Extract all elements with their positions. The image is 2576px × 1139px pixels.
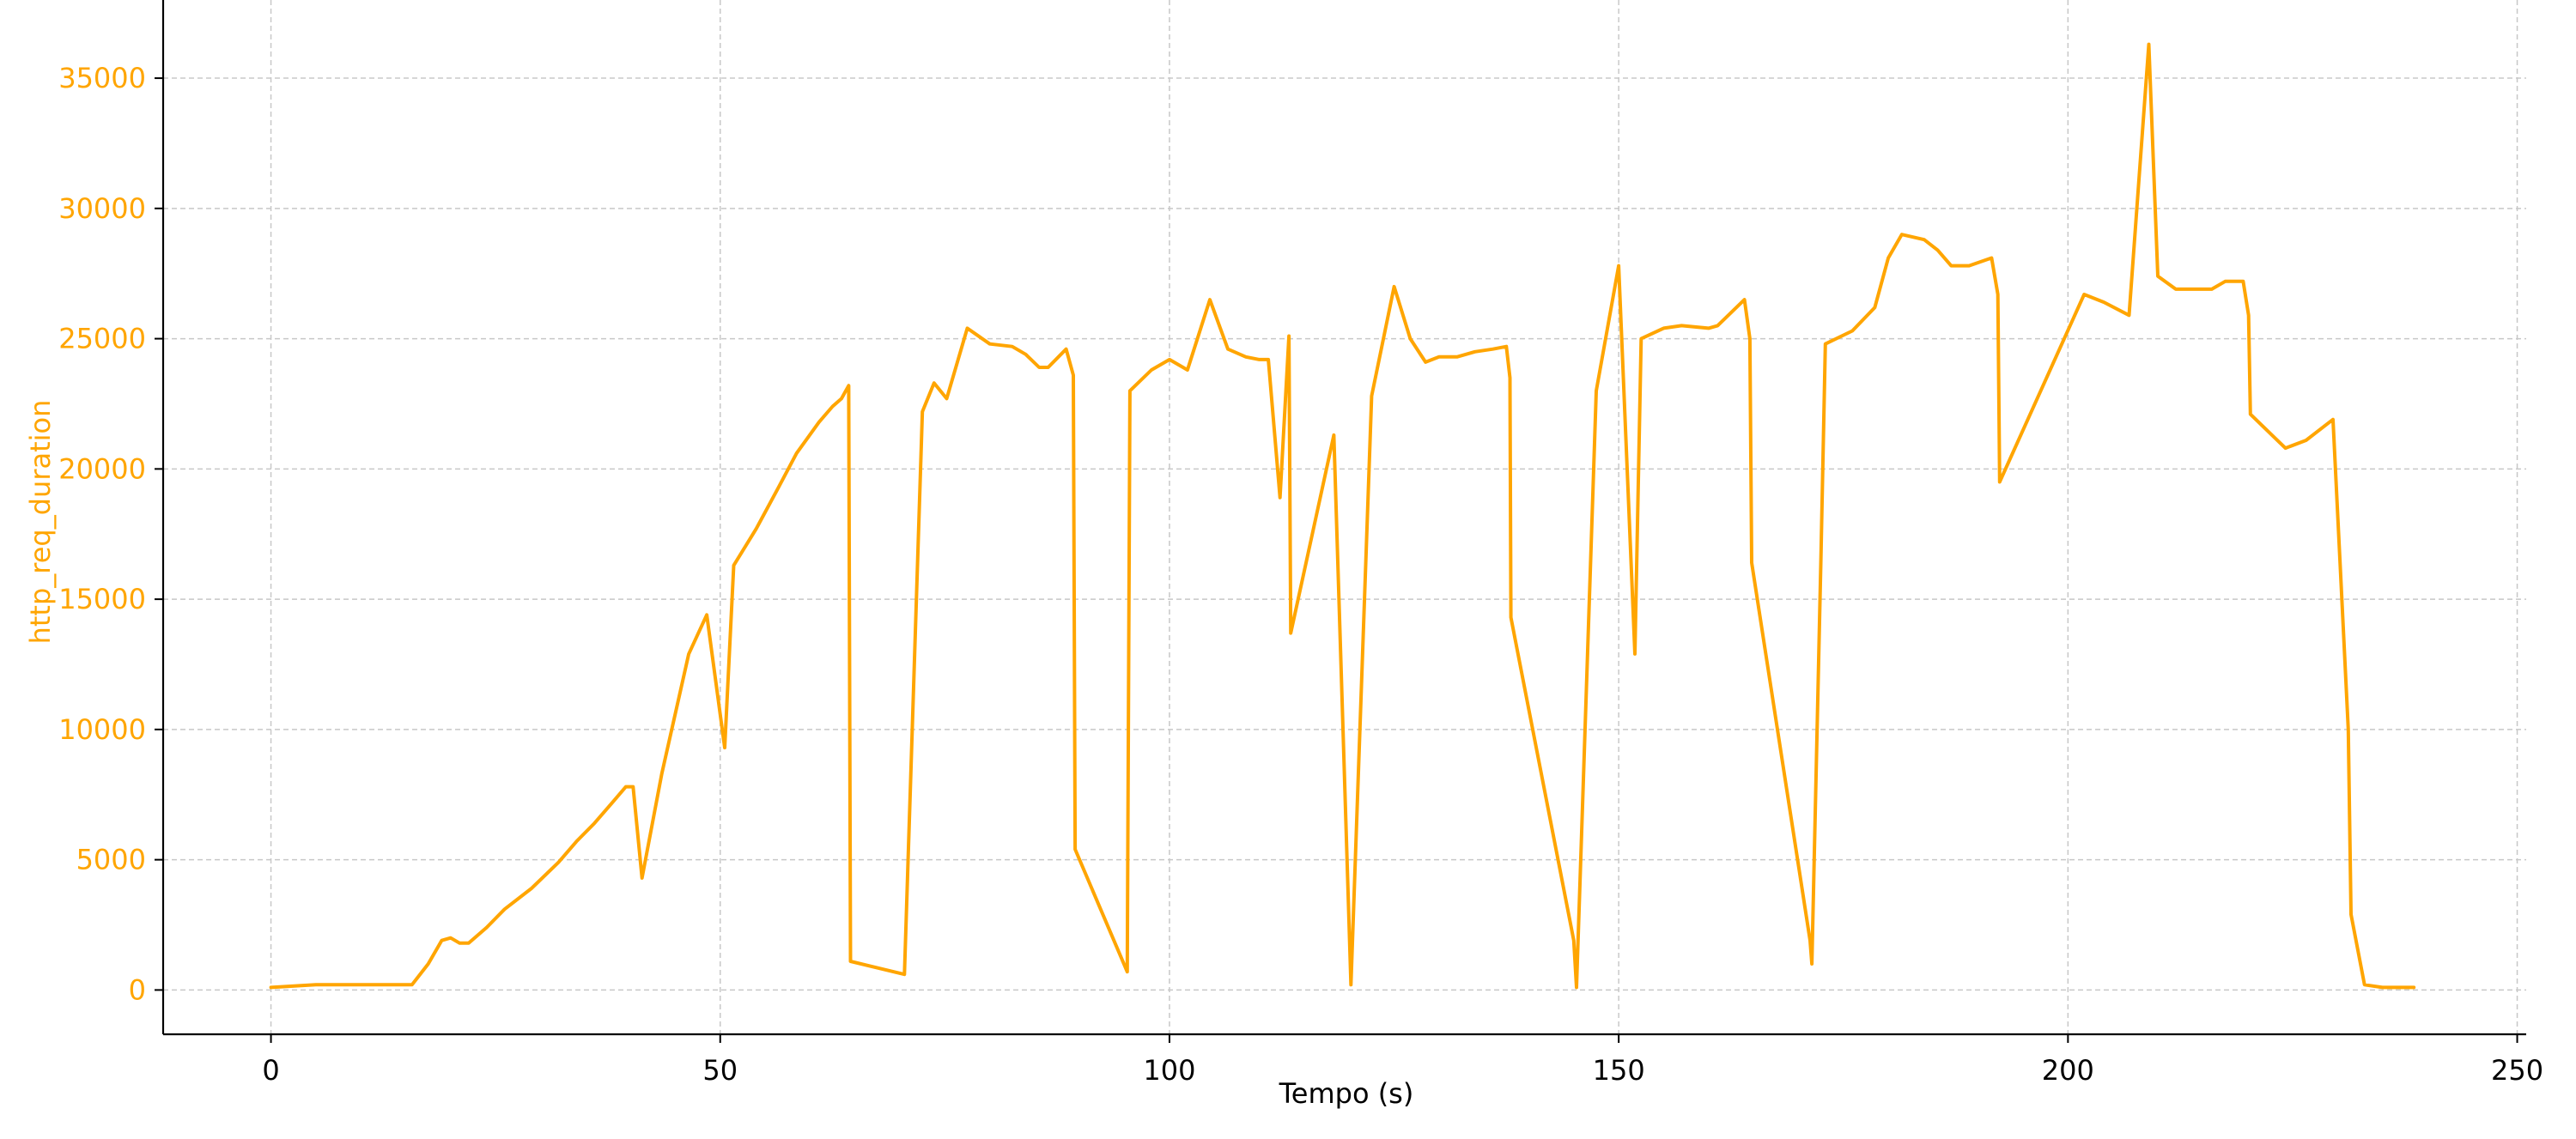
y-tick-label: 5000 [76,844,146,876]
x-tick-label: 100 [1143,1054,1195,1087]
x-tick-label: 150 [1593,1054,1645,1087]
y-tick-label: 35000 [58,62,146,94]
y-axis-title: http_req_duration [24,400,57,645]
y-tick-label: 25000 [58,323,146,355]
tick-labels: 0 50 100 150 200 250 0 5000 10000 15000 20000 25000… [58,62,2543,1087]
y-tick-label: 15000 [58,583,146,615]
x-tick-label: 250 [2491,1054,2543,1087]
x-tick-label: 0 [262,1054,279,1087]
axes [155,0,2526,1043]
x-tick-label: 50 [702,1054,738,1087]
series [269,42,2416,990]
y-tick-label: 20000 [58,452,146,485]
series-line [269,42,2416,990]
y-tick-label: 30000 [58,192,146,225]
x-tick-label: 200 [2042,1054,2094,1087]
y-tick-label: 0 [129,973,146,1006]
x-axis-title: Tempo (s) [1279,1077,1414,1110]
y-tick-label: 10000 [58,713,146,746]
grid [163,0,2526,1034]
